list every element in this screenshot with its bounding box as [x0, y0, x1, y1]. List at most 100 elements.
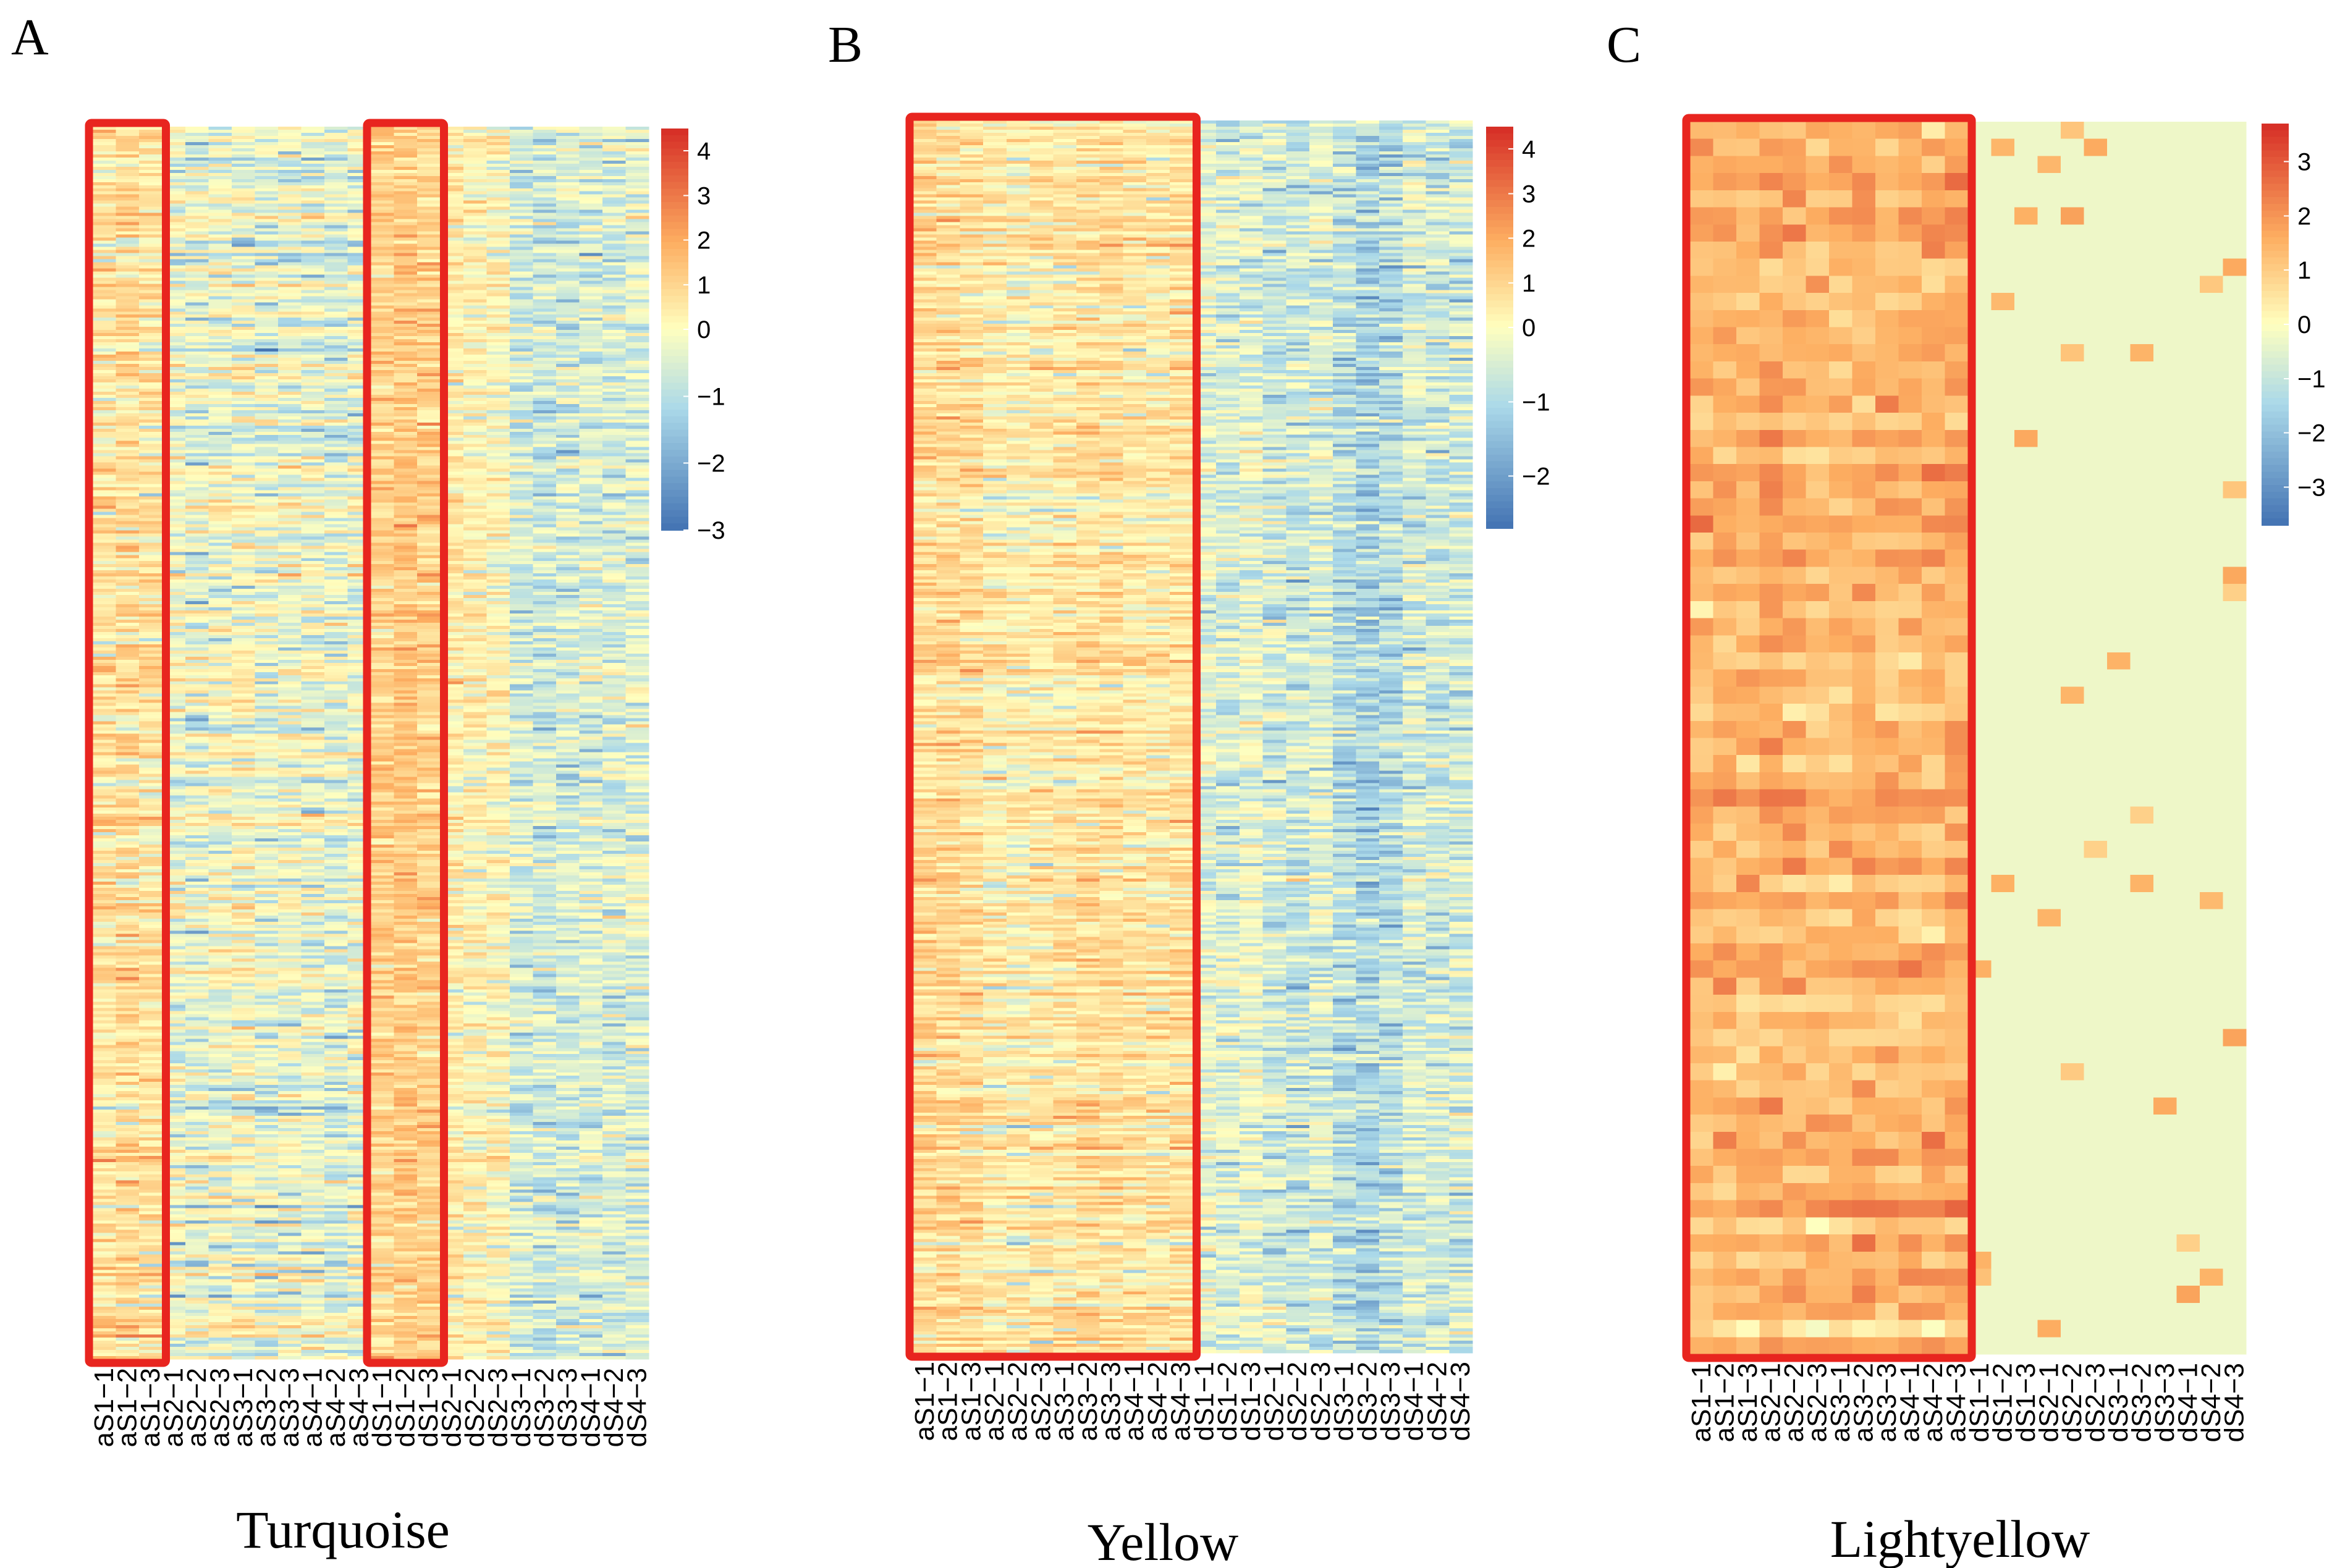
heatmap-cell	[255, 814, 279, 817]
heatmap-cell	[232, 175, 256, 180]
heatmap-cell	[232, 1341, 256, 1344]
heatmap-cell	[278, 453, 302, 457]
heatmap-cell	[255, 546, 279, 549]
heatmap-cell	[232, 662, 256, 667]
heatmap-cell	[208, 1057, 232, 1061]
heatmap-cell	[324, 552, 349, 555]
heatmap-cell	[347, 967, 371, 972]
heatmap-cell	[371, 250, 395, 254]
heatmap-cell	[185, 188, 209, 192]
heatmap-cell	[301, 712, 325, 716]
heatmap-cell	[347, 1248, 371, 1252]
heatmap-cell	[93, 952, 117, 956]
heatmap-cell	[208, 1168, 232, 1172]
heatmap-cell	[347, 1300, 371, 1304]
heatmap-cell	[278, 419, 302, 423]
heatmap-cell	[301, 1137, 325, 1141]
heatmap-cell	[116, 1110, 140, 1113]
heatmap-cell	[255, 352, 279, 355]
heatmap-cell	[116, 780, 140, 783]
heatmap-cell	[255, 773, 279, 777]
heatmap-cell	[116, 755, 140, 759]
heatmap-cell	[324, 1217, 349, 1221]
heatmap-cell	[324, 811, 349, 814]
heatmap-cell	[208, 576, 232, 580]
heatmap-cell	[185, 355, 209, 358]
heatmap-cell	[208, 638, 232, 642]
heatmap-cell	[324, 823, 349, 827]
heatmap-cell	[116, 668, 140, 673]
heatmap-cell	[208, 610, 232, 614]
heatmap-cell	[371, 583, 395, 586]
heatmap-cell	[371, 400, 395, 405]
heatmap-cell	[255, 1045, 279, 1048]
heatmap-cell	[371, 462, 395, 466]
heatmap-cell	[255, 277, 279, 281]
heatmap-cell	[324, 1039, 349, 1042]
heatmap-cell	[162, 730, 186, 735]
heatmap-cell	[116, 499, 140, 504]
heatmap-cell	[232, 431, 256, 436]
heatmap-cell	[185, 586, 209, 589]
heatmap-cell	[162, 1331, 186, 1335]
heatmap-cell	[185, 308, 209, 312]
heatmap-cell	[324, 1076, 349, 1079]
heatmap-cell	[162, 290, 186, 293]
heatmap-cell	[232, 1106, 256, 1110]
heatmap-cell	[93, 487, 117, 491]
heatmap-cell	[162, 1057, 186, 1061]
heatmap-cell	[162, 1023, 186, 1027]
heatmap-cell	[301, 1291, 325, 1295]
heatmap-cell	[185, 484, 209, 488]
heatmap-cell	[93, 1347, 117, 1351]
heatmap-cell	[324, 961, 349, 966]
heatmap-cell	[255, 293, 279, 297]
heatmap-cell	[185, 1195, 209, 1200]
heatmap-cell	[185, 1039, 209, 1042]
heatmap-cell	[255, 1106, 279, 1110]
heatmap-cell	[278, 770, 302, 774]
heatmap-cell	[139, 1085, 163, 1089]
heatmap-cell	[208, 1091, 232, 1095]
heatmap-cell	[232, 829, 256, 833]
heatmap-cell	[93, 601, 117, 605]
heatmap-cell	[139, 715, 163, 719]
heatmap-cell	[278, 736, 302, 741]
heatmap-cell	[116, 712, 140, 716]
heatmap-cell	[185, 665, 209, 670]
heatmap-cell	[324, 1353, 349, 1357]
heatmap-cell	[116, 903, 140, 907]
heatmap-cell	[139, 712, 163, 716]
heatmap-cell	[208, 961, 232, 966]
heatmap-cell	[232, 219, 256, 223]
heatmap-cell	[255, 740, 279, 744]
heatmap-cell	[185, 345, 209, 349]
heatmap-cell	[185, 287, 209, 290]
heatmap-cell	[278, 490, 302, 494]
heatmap-cell	[139, 1220, 163, 1224]
heatmap-cell	[93, 434, 117, 439]
heatmap-cell	[139, 906, 163, 910]
heatmap-cell	[301, 675, 325, 679]
heatmap-cell	[139, 271, 163, 275]
heatmap-cell	[324, 1251, 349, 1255]
heatmap-cell	[116, 1208, 140, 1212]
heatmap-cell	[93, 135, 117, 140]
heatmap-cell	[93, 1106, 117, 1110]
heatmap-cell	[278, 943, 302, 947]
heatmap-cell	[139, 773, 163, 777]
heatmap-cell	[208, 262, 232, 266]
heatmap-cell	[139, 995, 163, 1000]
heatmap-cell	[232, 478, 256, 482]
heatmap-cell	[278, 971, 302, 975]
heatmap-cell	[232, 321, 256, 324]
heatmap-cell	[324, 1032, 349, 1036]
heatmap-cell	[116, 546, 140, 549]
heatmap-cell	[162, 1220, 186, 1224]
heatmap-cell	[208, 1177, 232, 1181]
heatmap-cell	[301, 348, 325, 352]
heatmap-cell	[301, 589, 325, 592]
heatmap-cell	[255, 598, 279, 602]
heatmap-cell	[93, 740, 117, 744]
heatmap-cell	[162, 724, 186, 728]
